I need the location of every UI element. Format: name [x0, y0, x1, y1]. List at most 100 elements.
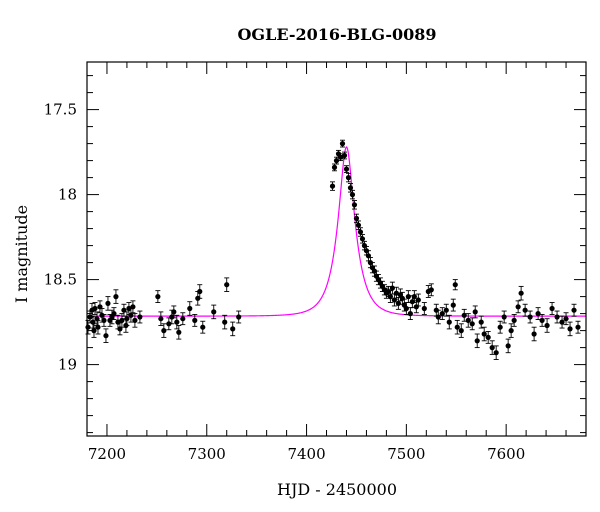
data-point: [222, 314, 228, 330]
data-point: [91, 323, 97, 338]
point-marker: [493, 350, 499, 356]
point-marker: [180, 316, 186, 322]
point-marker: [222, 319, 228, 325]
data-point: [161, 323, 167, 338]
point-marker: [559, 319, 565, 325]
data-point: [105, 296, 111, 311]
data-point: [567, 321, 573, 337]
data-point: [458, 323, 464, 338]
x-axis-label: HJD - 2450000: [277, 480, 397, 499]
point-marker: [101, 317, 107, 323]
data-point: [353, 213, 360, 224]
point-marker: [347, 185, 354, 191]
data-point: [200, 320, 206, 334]
data-point: [439, 307, 445, 320]
point-marker: [515, 304, 521, 310]
data-point: [515, 300, 521, 314]
plot-area: [85, 139, 586, 360]
data-point: [518, 285, 524, 301]
data-point: [103, 328, 109, 343]
data-point: [428, 283, 434, 297]
data-point: [345, 172, 352, 183]
point-marker: [497, 324, 503, 330]
data-point: [92, 302, 98, 315]
data-point: [511, 314, 517, 327]
data-point: [101, 314, 107, 327]
data-point: [472, 305, 478, 319]
data-point: [155, 290, 161, 303]
data-point: [331, 163, 338, 172]
data-point: [527, 310, 533, 324]
data-point: [113, 289, 119, 304]
x-tick-label: 7200: [88, 445, 126, 463]
data-point: [339, 139, 346, 148]
point-marker: [95, 324, 101, 330]
point-marker: [518, 290, 524, 296]
data-point: [535, 307, 541, 320]
data-point: [192, 314, 198, 327]
data-point: [341, 151, 348, 160]
data-point: [539, 314, 545, 327]
point-marker: [465, 317, 471, 323]
point-marker: [339, 141, 346, 147]
point-marker: [137, 314, 143, 320]
point-marker: [549, 305, 555, 312]
point-marker: [211, 309, 217, 315]
data-points: [85, 139, 581, 360]
point-marker: [395, 300, 401, 306]
point-marker: [130, 304, 136, 310]
point-marker: [563, 316, 569, 322]
point-marker: [474, 338, 480, 344]
y-tick-label: 18.5: [44, 271, 77, 289]
data-point: [505, 338, 511, 354]
point-marker: [571, 307, 577, 313]
point-marker: [544, 322, 550, 329]
data-point: [474, 333, 480, 349]
data-point: [211, 304, 217, 320]
point-marker: [329, 183, 336, 189]
point-marker: [485, 334, 491, 340]
point-marker: [161, 328, 167, 334]
point-marker: [200, 324, 206, 330]
point-marker: [331, 164, 338, 170]
point-marker: [443, 307, 449, 313]
y-tick-label: 19: [58, 356, 77, 374]
data-point: [187, 301, 193, 316]
point-marker: [501, 314, 507, 320]
x-tick-label: 7300: [188, 445, 226, 463]
point-marker: [171, 309, 177, 315]
data-point: [454, 319, 460, 335]
point-marker: [535, 311, 541, 317]
data-point: [481, 326, 487, 342]
chart-title: OGLE-2016-BLG-0089: [237, 25, 436, 44]
data-point: [197, 284, 203, 299]
data-point: [405, 290, 411, 303]
point-marker: [469, 321, 475, 327]
point-marker: [353, 215, 360, 221]
point-marker: [454, 324, 460, 330]
point-marker: [103, 333, 109, 339]
point-marker: [230, 326, 236, 332]
point-marker: [527, 314, 533, 320]
data-point: [563, 312, 569, 326]
point-marker: [111, 311, 117, 317]
point-marker: [128, 312, 134, 318]
y-axis-label: I magnitude: [12, 205, 31, 303]
plot-frame: [86, 61, 587, 437]
data-point: [180, 312, 186, 326]
data-point: [549, 302, 555, 315]
data-point: [508, 323, 514, 338]
data-point: [522, 303, 528, 317]
axis-ticks: [86, 62, 587, 436]
point-marker: [452, 282, 458, 288]
point-marker: [105, 300, 111, 306]
point-marker: [481, 331, 487, 337]
data-point: [571, 303, 577, 317]
data-point: [95, 319, 101, 335]
data-point: [554, 310, 560, 324]
point-marker: [359, 236, 366, 242]
point-marker: [357, 229, 364, 235]
x-tick-label: 7600: [487, 445, 525, 463]
data-point: [415, 293, 421, 307]
